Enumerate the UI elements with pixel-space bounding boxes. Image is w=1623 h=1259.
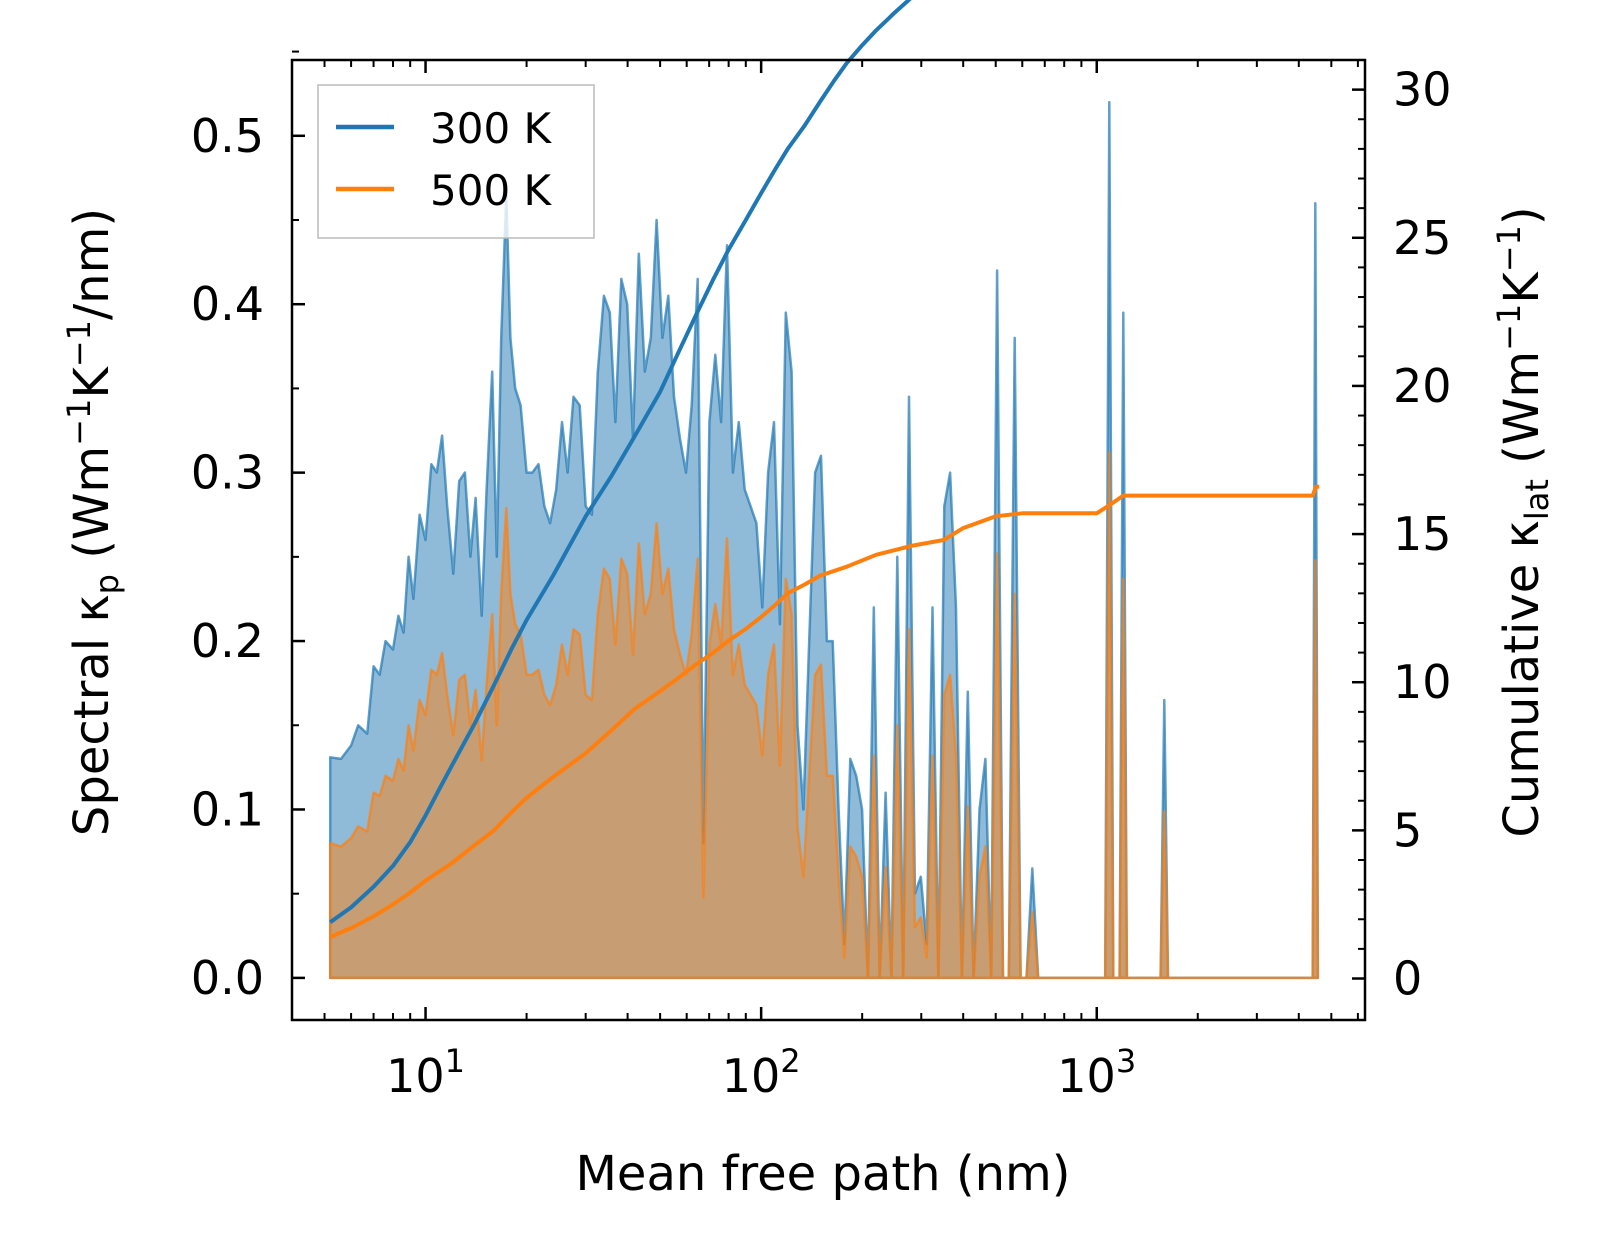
right-tick-label: 30 bbox=[1393, 63, 1452, 117]
right-axis-title-end: ) bbox=[1494, 206, 1550, 225]
left-tick-label: 0.4 bbox=[191, 277, 264, 331]
left-axis-title-sup2: −1 bbox=[60, 320, 98, 367]
right-axis-title-unit2: K bbox=[1494, 271, 1550, 304]
right-axis-title-sup2: −1 bbox=[1490, 225, 1528, 272]
left-axis-title-sup1: −1 bbox=[60, 399, 98, 446]
right-axis-title-main: Cumulative κ bbox=[1494, 520, 1550, 838]
left-axis-title-main: Spectral κ bbox=[64, 594, 120, 836]
right-tick-label: 0 bbox=[1393, 952, 1422, 1006]
right-tick-label: 15 bbox=[1393, 507, 1452, 561]
left-tick-label: 0.3 bbox=[191, 446, 264, 500]
x-tick-label: 102 bbox=[722, 1042, 801, 1103]
x-tick-label-exponent: 1 bbox=[445, 1042, 465, 1080]
legend-label-300k: 300 K bbox=[430, 104, 553, 153]
left-axis-title-end: /nm) bbox=[64, 208, 120, 320]
right-axis-title-sub: lat bbox=[1518, 479, 1556, 520]
right-axis-title-sup1: −1 bbox=[1490, 304, 1528, 351]
left-axis-title-unit: (Wm bbox=[64, 446, 120, 574]
x-tick-label-base: 10 bbox=[722, 1049, 781, 1103]
right-tick-label: 5 bbox=[1393, 803, 1422, 857]
x-tick-label-exponent: 2 bbox=[780, 1042, 800, 1080]
right-axis-title-unit: (Wm bbox=[1494, 351, 1550, 479]
left-tick-label: 0.0 bbox=[191, 951, 264, 1005]
legend-frame bbox=[317, 84, 595, 239]
left-axis-title-sub: p bbox=[88, 574, 126, 594]
right-tick-label: 10 bbox=[1393, 655, 1452, 709]
right-tick-label: 25 bbox=[1393, 211, 1452, 265]
plot-frame bbox=[290, 58, 1367, 1022]
x-tick-label-exponent: 3 bbox=[1116, 1042, 1136, 1080]
x-axis-title: Mean free path (nm) bbox=[576, 1146, 1071, 1202]
legend-label-500k: 500 K bbox=[430, 166, 553, 215]
right-axis-title: Cumulative κlat (Wm−1K−1) bbox=[1490, 206, 1556, 837]
legend: 300 K 500 K bbox=[317, 84, 595, 239]
x-tick-label: 103 bbox=[1057, 1042, 1136, 1103]
left-axis-title-unit2: K bbox=[64, 366, 120, 399]
left-tick-label: 0.2 bbox=[191, 614, 264, 668]
spectral-area-500k bbox=[328, 451, 1320, 980]
left-tick-label: 0.5 bbox=[191, 109, 264, 163]
cumulative-line-500k bbox=[329, 484, 1320, 939]
x-tick-label-base: 10 bbox=[386, 1049, 445, 1103]
x-tick-label: 101 bbox=[386, 1042, 465, 1103]
left-tick-label: 0.1 bbox=[191, 782, 264, 836]
left-axis-title: Spectral κp (Wm−1K−1/nm) bbox=[60, 208, 126, 836]
cumulative-line-300k bbox=[329, 0, 912, 924]
right-tick-label: 20 bbox=[1393, 359, 1452, 413]
x-tick-label-base: 10 bbox=[1057, 1049, 1116, 1103]
